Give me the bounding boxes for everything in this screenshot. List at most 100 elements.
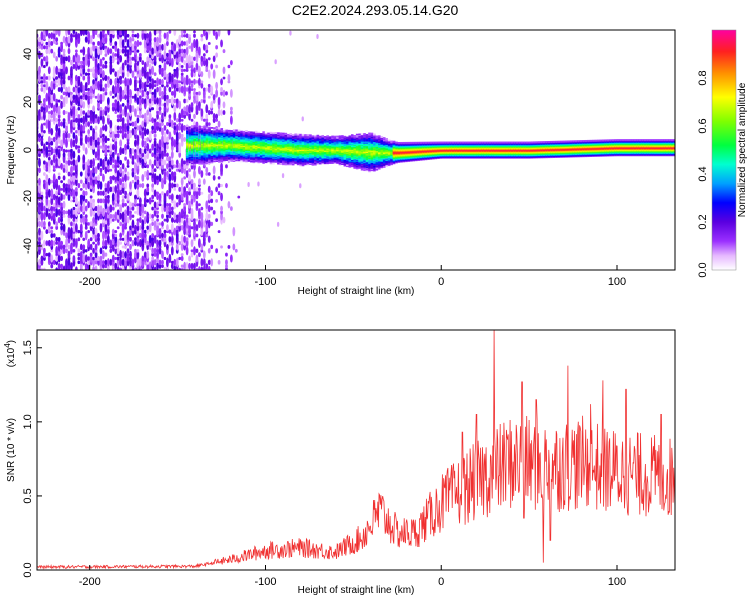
spectrogram-cell — [289, 153, 293, 156]
spectrogram-cell — [124, 53, 127, 57]
spectrogram-cell — [67, 137, 71, 142]
spectrogram-cell — [168, 181, 172, 190]
spectrogram-cell — [57, 118, 61, 122]
spectrogram-cell — [193, 143, 197, 145]
spectrogram-cell — [193, 162, 197, 165]
spectrogram-cell — [341, 146, 344, 149]
spectrogram-cell — [229, 106, 233, 111]
spectrogram-cell — [360, 143, 364, 146]
spectrogram-cell — [264, 131, 268, 134]
spectrogram-cell — [286, 140, 290, 143]
spectrogram-cell — [62, 182, 66, 189]
spectrogram-cell — [185, 193, 189, 201]
spectrogram-cell — [227, 144, 231, 147]
spectrogram-cell — [47, 32, 51, 39]
spectrogram-cell — [245, 139, 248, 142]
spectrogram-cell — [153, 189, 157, 197]
spectrogram-cell — [148, 148, 152, 154]
spectrogram-cell — [282, 163, 285, 166]
spectrogram-cell — [311, 150, 315, 152]
spectrogram-cell — [240, 151, 243, 154]
spectrogram-cell — [240, 143, 243, 146]
spectrogram-cell — [170, 57, 174, 68]
spectrogram-cell — [250, 140, 253, 142]
spectrogram-cell — [106, 194, 110, 200]
spectrogram-cell — [50, 249, 54, 253]
spectrogram-cell — [254, 142, 258, 145]
spectrogram-cell — [170, 223, 174, 233]
spectrogram-cell — [286, 157, 290, 160]
spectrogram-cell — [316, 134, 320, 137]
spectrogram-cell — [60, 162, 64, 170]
spectrogram-cell — [309, 152, 312, 155]
spectrogram-cell — [294, 138, 297, 141]
spectrogram-cell — [163, 85, 167, 94]
spectrogram-cell — [126, 193, 130, 202]
spectrogram-cell — [299, 151, 302, 153]
spectrogram-cell — [47, 39, 51, 48]
spectrogram-cell — [309, 163, 312, 165]
spectrogram-cell — [205, 145, 209, 148]
spectrogram-cell — [301, 144, 305, 147]
spectrogram-cell — [341, 138, 344, 141]
spectrogram-cell — [175, 216, 179, 224]
spectrogram-cell — [116, 247, 120, 255]
spectrogram-cell — [188, 78, 191, 86]
spectrogram-cell — [60, 63, 64, 69]
spectrogram-cell — [45, 76, 49, 80]
spectrogram-cell — [360, 136, 364, 139]
spectrogram-cell — [60, 193, 64, 201]
spectrogram-cell — [235, 145, 238, 148]
spectrogram-cell — [350, 157, 354, 160]
spectrogram-cell — [188, 54, 191, 64]
spectrogram-cell — [134, 174, 137, 181]
spectrogram-cell — [264, 160, 268, 163]
spectrogram-cell — [272, 146, 275, 149]
spectrogram-cell — [215, 157, 219, 159]
spectrogram-cell — [250, 156, 253, 159]
spectrogram-cell — [158, 110, 162, 116]
spectrogram-cell — [99, 167, 103, 173]
spectrogram-cell — [207, 259, 211, 266]
spectrogram-cell — [240, 148, 243, 150]
spectrogram-cell — [151, 218, 155, 222]
spectrogram-cell — [198, 158, 201, 161]
spectrogram-cell — [188, 158, 192, 161]
spectrogram-cell — [195, 142, 199, 144]
spectrogram-cell — [168, 30, 172, 34]
spectrogram-cell — [210, 141, 214, 143]
spectrogram-cell — [62, 200, 66, 209]
spectrogram-cell — [126, 248, 130, 254]
spectrogram-cell — [40, 52, 44, 58]
spectrogram-cell — [223, 139, 226, 142]
spectrogram-cell — [230, 140, 233, 143]
spectrogram-cell — [343, 146, 347, 148]
spectrogram-cell — [205, 154, 209, 157]
spectrogram-cell — [227, 145, 231, 148]
spectrogram-cell — [175, 257, 179, 268]
spectrogram-cell — [225, 144, 229, 147]
spectrogram-cell — [237, 139, 241, 142]
spectrogram-cell — [230, 130, 233, 132]
spectrogram-cell — [166, 224, 169, 232]
spectrogram-cell — [365, 140, 369, 143]
spectrogram-cell — [368, 134, 371, 137]
spectrogram-cell — [262, 139, 265, 142]
spectrogram-cell — [208, 130, 211, 132]
spectrogram-cell — [237, 143, 241, 145]
spectrogram-cell — [299, 158, 302, 161]
spectrogram-cell — [183, 51, 187, 59]
spectrogram-cell — [146, 190, 150, 196]
spectrogram-cell — [296, 146, 300, 148]
spectrogram-cell — [264, 139, 268, 141]
spectrogram-cell — [274, 149, 278, 152]
spectrogram-cell — [296, 149, 300, 151]
spectrogram-cell — [220, 137, 224, 140]
spectrogram-cell — [104, 53, 108, 57]
spectrogram-cell — [111, 206, 115, 211]
spectrogram-cell — [143, 216, 147, 225]
spectrogram-cell — [218, 152, 221, 155]
spectrogram-cell — [175, 164, 179, 168]
spectrogram-cell — [274, 159, 278, 162]
spectrogram-cell — [79, 223, 83, 233]
